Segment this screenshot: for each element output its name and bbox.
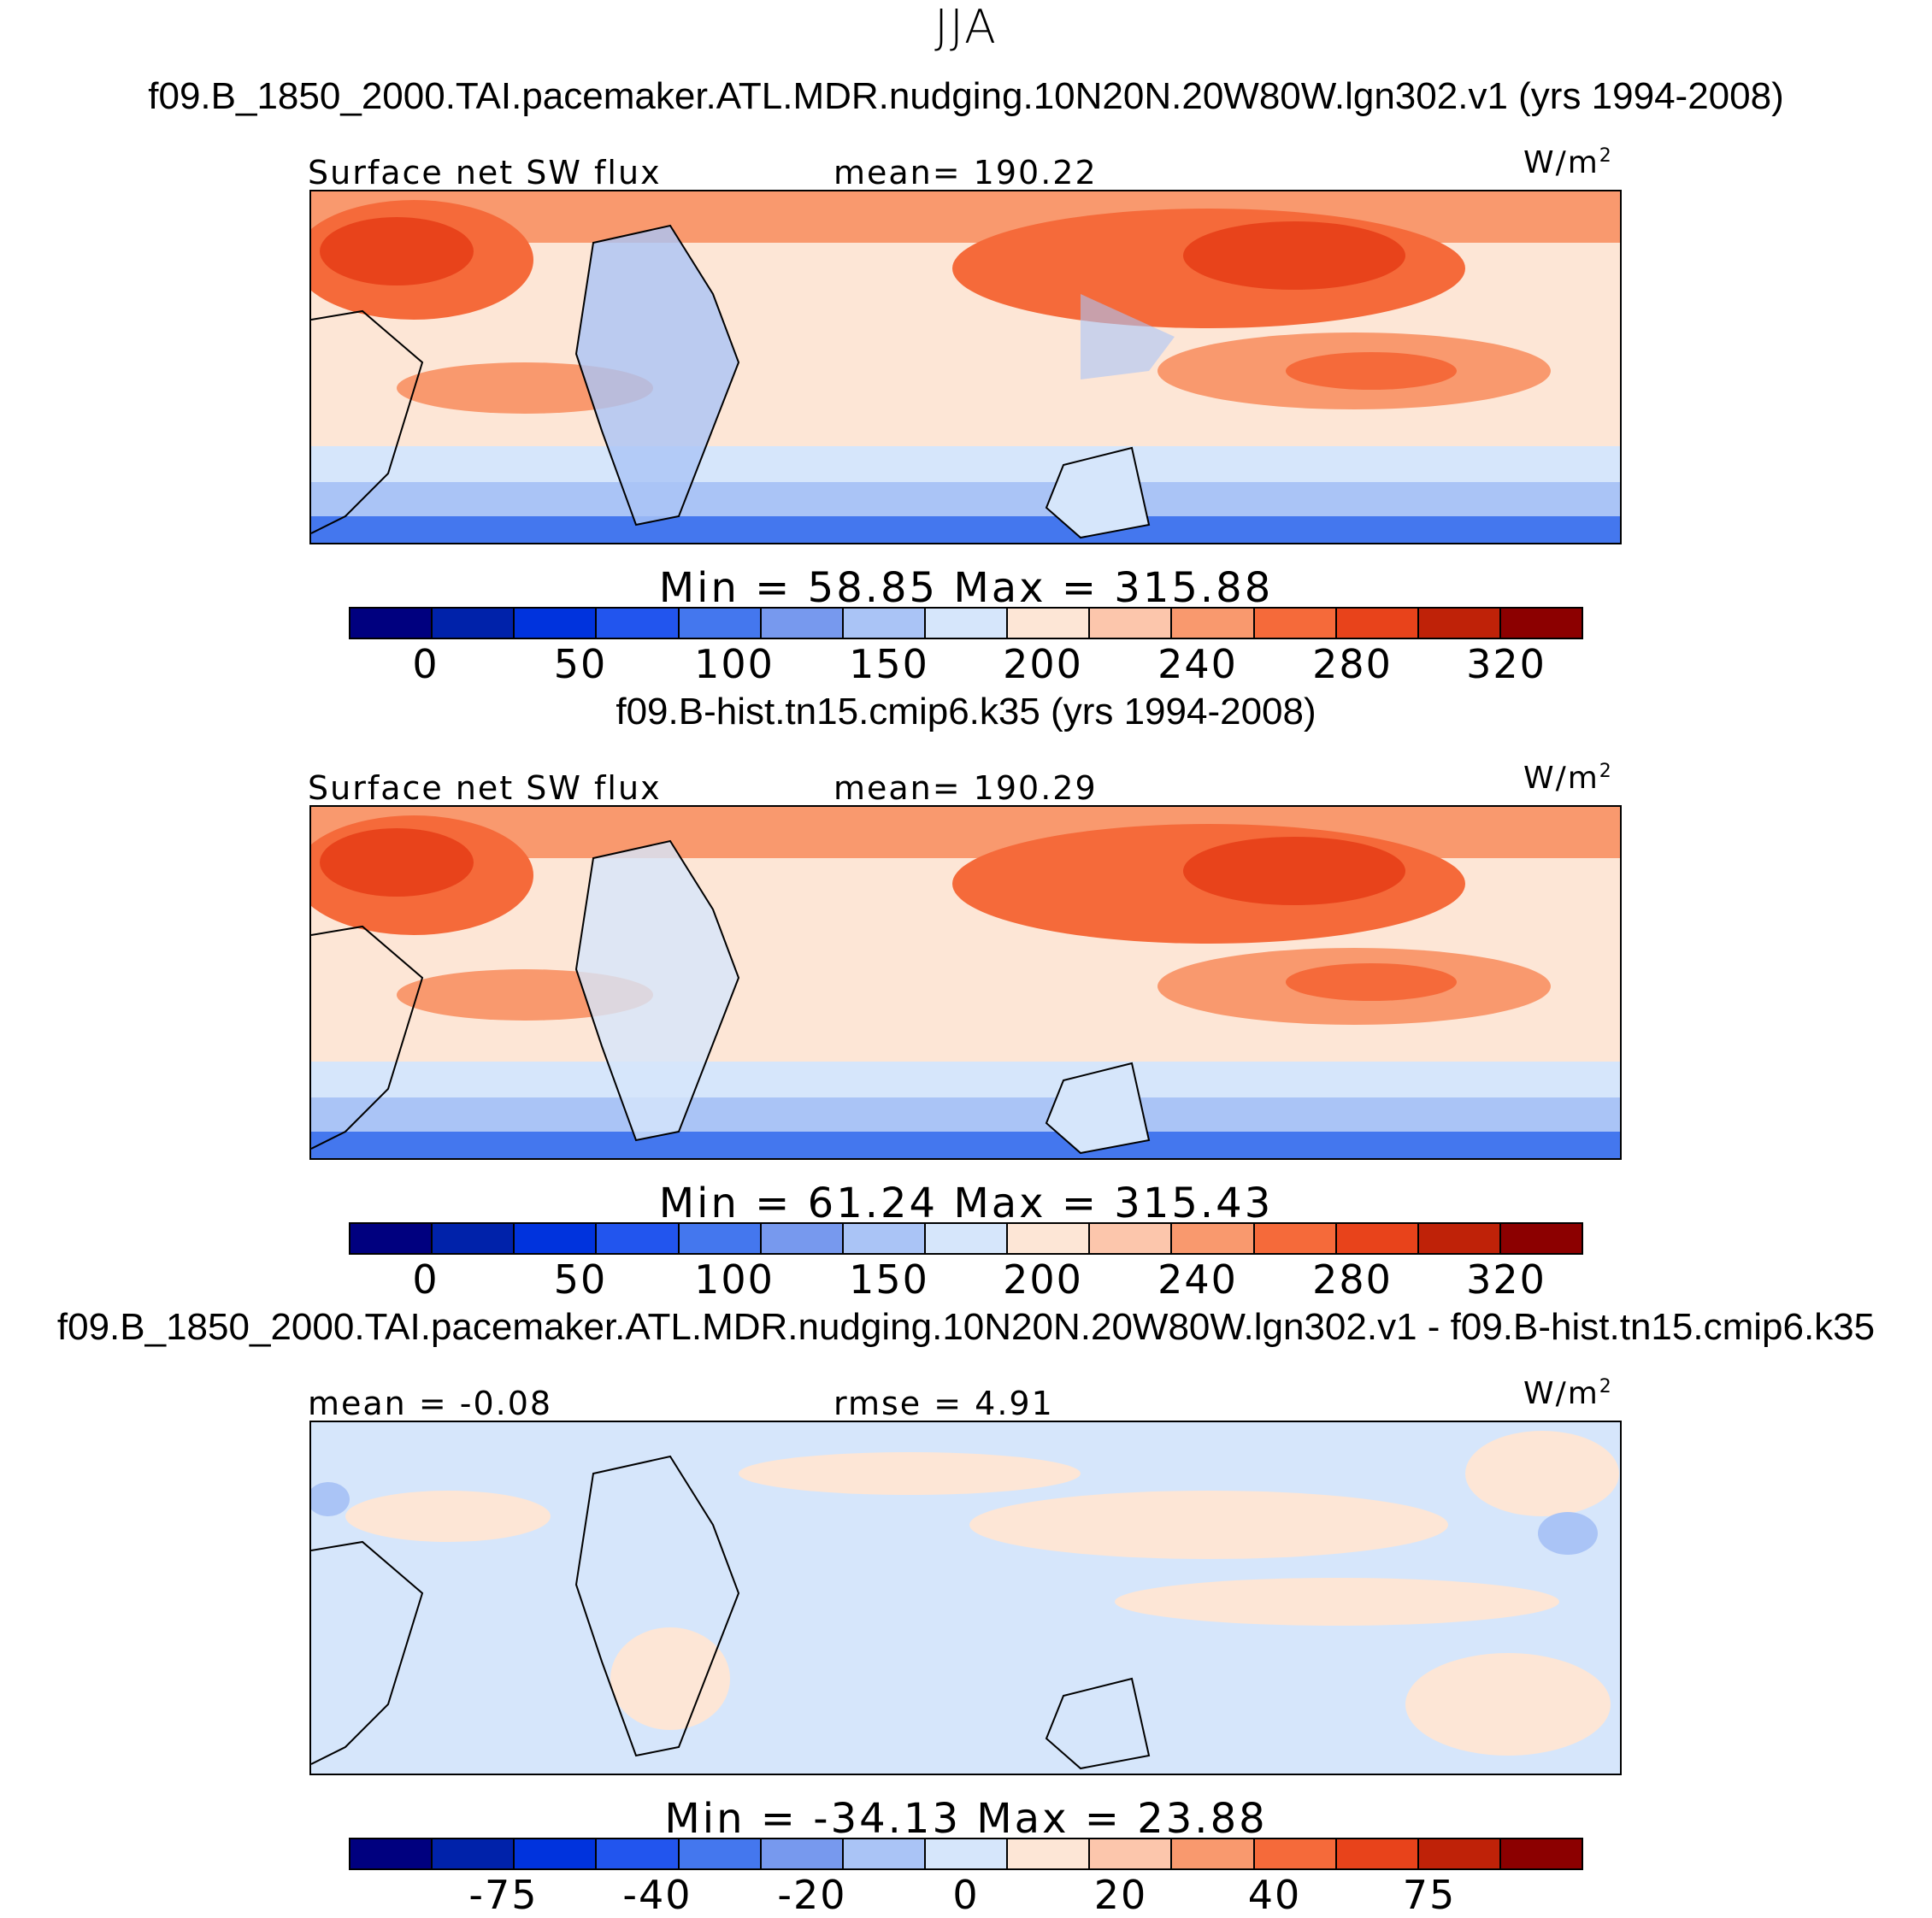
case-title-1: f09.B_1850_2000.TAI.pacemaker.ATL.MDR.nu… <box>148 75 1784 117</box>
colorbar-box <box>515 1224 598 1253</box>
colorbar-tick: 200 <box>1003 1256 1083 1303</box>
colorbar-box <box>1008 1224 1091 1253</box>
colorbar-box <box>1090 1224 1173 1253</box>
colorbar-tick: 0 <box>412 641 439 687</box>
colorbar-box <box>433 609 515 638</box>
colorbar-tick: 100 <box>694 641 775 687</box>
colorbar-box <box>515 1839 598 1868</box>
colorbar-tick: 240 <box>1157 641 1238 687</box>
colorbar-3 <box>349 1838 1583 1870</box>
colorbar-box <box>1254 1839 1337 1868</box>
colorbar-box <box>597 609 680 638</box>
colorbar-tick: 50 <box>553 1256 608 1303</box>
colorbar-tick: 50 <box>553 641 608 687</box>
colorbar-box <box>1418 1224 1501 1253</box>
colorbar-tick: 320 <box>1466 1256 1546 1303</box>
case-title-3: f09.B_1850_2000.TAI.pacemaker.ATL.MDR.nu… <box>56 1306 1876 1348</box>
colorbar-tick: 200 <box>1003 641 1083 687</box>
colorbar-tick: 0 <box>952 1872 980 1918</box>
colorbar-box <box>925 609 1009 638</box>
colorbar-box <box>350 1839 433 1868</box>
colorbar-box <box>761 1839 844 1868</box>
colorbar-1 <box>349 607 1583 639</box>
colorbar-box <box>1172 1839 1255 1868</box>
colorbar-box <box>1336 609 1419 638</box>
map-panel-3 <box>309 1421 1622 1775</box>
colorbar-box <box>843 609 926 638</box>
colorbar-box <box>1500 609 1582 638</box>
mean-label-1: mean= 190.22 <box>833 154 1098 191</box>
colorbar-box <box>350 609 433 638</box>
colorbar-box <box>1418 609 1501 638</box>
units-label-2: W/m2 <box>1523 761 1613 796</box>
case-title-2: f09.B-hist.tn15.cmip6.k35 (yrs 1994-2008… <box>616 691 1316 732</box>
colorbar-tick: 75 <box>1402 1872 1457 1918</box>
colorbar-box <box>350 1224 433 1253</box>
colorbar-tick: -75 <box>468 1872 539 1918</box>
colorbar-box <box>925 1224 1009 1253</box>
colorbar-tick: 40 <box>1247 1872 1302 1918</box>
mean-label-2: mean= 190.29 <box>833 769 1098 807</box>
colorbar-box <box>1172 1224 1255 1253</box>
colorbar-box <box>515 609 598 638</box>
colorbar-box <box>433 1839 515 1868</box>
colorbar-tick: 100 <box>694 1256 775 1303</box>
colorbar-box <box>1336 1839 1419 1868</box>
colorbar-box <box>1500 1224 1582 1253</box>
colorbar-box <box>1254 609 1337 638</box>
colorbar-box <box>843 1839 926 1868</box>
colorbar-tick: -20 <box>777 1872 847 1918</box>
colorbar-tick: -40 <box>622 1872 692 1918</box>
minmax-label-3: Min = -34.13 Max = 23.88 <box>664 1795 1268 1843</box>
season-title: JJA <box>934 0 998 54</box>
colorbar-box <box>597 1224 680 1253</box>
variable-label-1: Surface net SW flux <box>308 154 662 191</box>
colorbar-tick: 20 <box>1093 1872 1148 1918</box>
map-panel-1 <box>309 190 1622 544</box>
colorbar-box <box>679 1839 762 1868</box>
colorbar-box <box>1090 1839 1173 1868</box>
minmax-label-2: Min = 61.24 Max = 315.43 <box>658 1180 1274 1227</box>
colorbar-box <box>1090 609 1173 638</box>
colorbar-tick: 280 <box>1312 1256 1393 1303</box>
map-panel-2 <box>309 805 1622 1160</box>
colorbar-tick: 150 <box>849 1256 929 1303</box>
colorbar-tick: 320 <box>1466 641 1546 687</box>
colorbar-box <box>925 1839 1009 1868</box>
colorbar-tick: 0 <box>412 1256 439 1303</box>
units-label-1: W/m2 <box>1523 145 1613 180</box>
rmse-label-3: rmse = 4.91 <box>833 1385 1054 1422</box>
colorbar-tick: 280 <box>1312 641 1393 687</box>
units-label-3: W/m2 <box>1523 1376 1613 1411</box>
colorbar-box <box>679 1224 762 1253</box>
colorbar-box <box>679 609 762 638</box>
colorbar-box <box>433 1224 515 1253</box>
mean-label-3: mean = -0.08 <box>308 1385 553 1422</box>
colorbar-box <box>1008 609 1091 638</box>
colorbar-box <box>761 609 844 638</box>
colorbar-box <box>1008 1839 1091 1868</box>
colorbar-tick: 240 <box>1157 1256 1238 1303</box>
colorbar-box <box>597 1839 680 1868</box>
colorbar-box <box>1254 1224 1337 1253</box>
colorbar-box <box>1500 1839 1582 1868</box>
colorbar-box <box>1418 1839 1501 1868</box>
colorbar-box <box>761 1224 844 1253</box>
colorbar-box <box>1172 609 1255 638</box>
colorbar-box <box>1336 1224 1419 1253</box>
colorbar-2 <box>349 1222 1583 1255</box>
colorbar-tick: 150 <box>849 641 929 687</box>
minmax-label-1: Min = 58.85 Max = 315.88 <box>658 564 1274 612</box>
variable-label-2: Surface net SW flux <box>308 769 662 807</box>
colorbar-box <box>843 1224 926 1253</box>
